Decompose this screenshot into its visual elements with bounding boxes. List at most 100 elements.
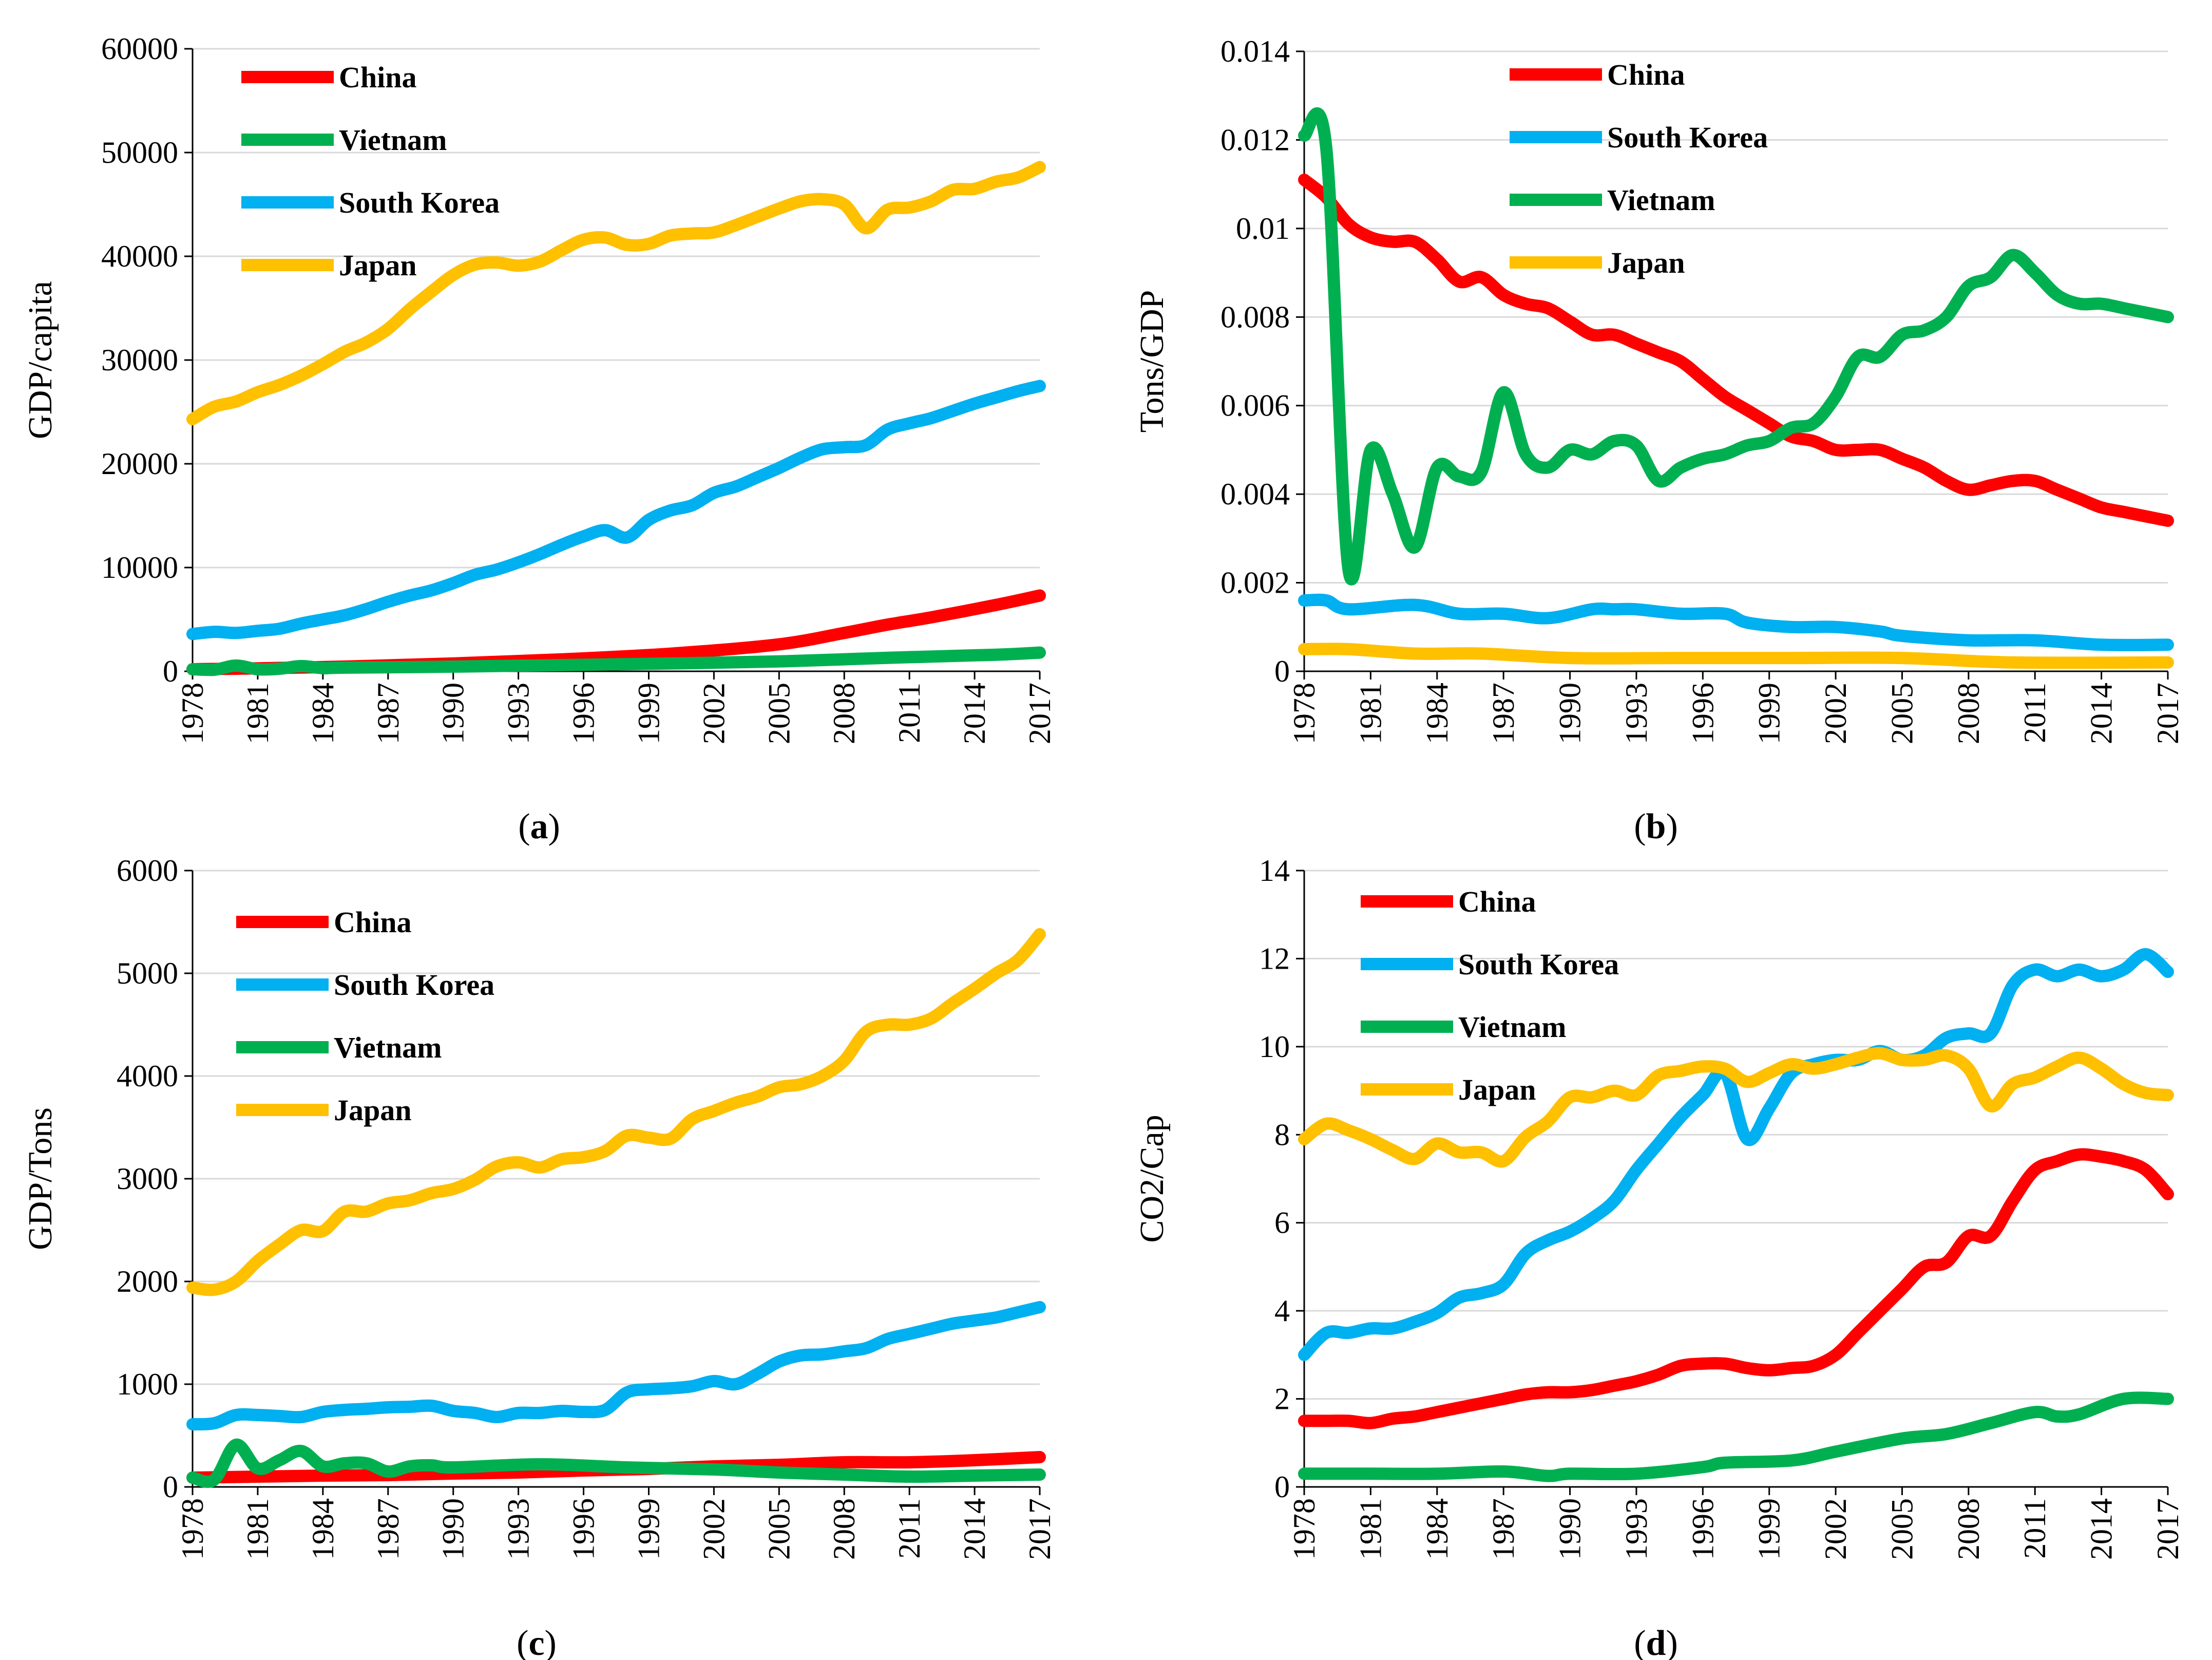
panel-caption: (a) [518,807,560,846]
x-tick-label: 2005 [1885,1498,1919,1560]
series-line-japan [1298,1047,2174,1168]
series-line-japan [1298,643,2174,669]
caption-paren-close: ) [1666,1624,1677,1660]
y-tick-label: 6000 [117,854,178,888]
series-line-vietnam [186,646,1046,676]
x-tick-label: 2011 [2018,683,2052,743]
series-line-china [1298,1148,2174,1429]
x-tick-label: 1981 [1353,683,1387,744]
legend-label: Japan [1458,1073,1536,1106]
panel-caption: (d) [1634,1624,1678,1660]
caption-letter: c [528,1624,544,1660]
series-line-vietnam [186,1439,1046,1488]
y-tick-label: 0.002 [1221,566,1290,600]
series-line-japan [186,161,1046,426]
x-tick-label: 1996 [1686,683,1720,744]
x-tick-label: 1978 [176,683,209,744]
legend-label: China [1607,58,1685,91]
x-tick-label: 2002 [1819,1498,1853,1560]
legend-label: Vietnam [339,123,447,157]
caption-paren-open: ( [1634,807,1646,846]
y-tick-label: 40000 [101,239,178,273]
x-tick-label: 2014 [2085,683,2119,744]
x-tick-label: 1981 [241,683,275,744]
y-tick-label: 14 [1259,854,1290,888]
x-tick-label: 2008 [1952,683,1986,744]
y-tick-label: 8 [1274,1118,1290,1152]
x-tick-label: 1987 [1486,683,1520,744]
y-tick-label: 1000 [117,1367,178,1401]
x-tick-label: 2014 [2085,1498,2119,1560]
caption-letter: a [530,807,548,846]
x-tick-label: 1996 [1686,1498,1720,1560]
x-tick-label: 2011 [2018,1498,2052,1559]
x-tick-label: 2011 [892,683,926,743]
x-tick-label: 1981 [1353,1498,1387,1560]
legend-label: China [334,906,412,939]
caption-paren-close: ) [548,807,560,846]
y-tick-label: 50000 [101,136,178,169]
x-tick-label: 1999 [1752,683,1786,744]
panel-caption: (b) [1634,807,1678,846]
x-tick-label: 2014 [958,1498,991,1560]
x-tick-label: 1984 [1420,683,1454,744]
series-line-south-korea [186,1301,1046,1431]
chart-panel-a: 0 10000 20000 30000 40000 50000 60000 1978 1981 1… [22,32,1057,846]
chart-panel-c: 0 1000 2000 3000 4000 5000 6000 1978 1981 1984 198… [22,854,1057,1660]
chart-panel-d: 0 2 4 6 8 10 12 14 1978 1981 1984 1987 1990 1993 1996 1… [1133,854,2185,1660]
x-tick-label: 1987 [371,1498,405,1560]
x-tick-label: 2005 [762,683,796,744]
series-line-south-korea [186,380,1046,640]
x-tick-label: 1987 [371,683,405,744]
x-tick-label: 1996 [567,683,601,744]
x-tick-label: 1984 [306,683,340,744]
y-tick-label: 0 [163,1470,178,1504]
y-tick-label: 0.004 [1221,477,1290,511]
legend-label: South Korea [334,968,494,1002]
x-tick-label: 1987 [1486,1498,1520,1560]
x-tick-label: 1993 [1619,683,1653,744]
y-axis-label: CO2/Cap [1133,1115,1171,1242]
legend-label: Japan [334,1093,412,1127]
y-tick-label: 10000 [101,551,178,584]
y-tick-label: 0 [163,654,178,688]
y-axis-label: GDP/Tons [22,1107,59,1250]
series-line-japan [186,928,1046,1296]
y-tick-label: 5000 [117,956,178,990]
x-tick-label: 2008 [827,683,861,744]
y-axis-label: Tons/GDP [1133,290,1171,433]
legend-label: Japan [339,249,417,282]
x-tick-label: 1993 [1619,1498,1653,1560]
x-tick-label: 1990 [436,1498,470,1560]
caption-letter: b [1646,807,1666,846]
caption-letter: d [1646,1624,1666,1660]
y-tick-label: 0.014 [1221,34,1290,68]
legend-label: South Korea [1458,948,1619,981]
x-tick-label: 1990 [1553,683,1587,744]
x-tick-label: 1990 [436,683,470,744]
x-tick-label: 1990 [1553,1498,1587,1560]
x-tick-label: 1999 [632,683,666,744]
x-tick-label: 2008 [1952,1498,1986,1560]
x-tick-label: 2002 [697,683,731,744]
series-line-vietnam [1298,107,2174,586]
x-tick-label: 2011 [892,1498,926,1559]
y-tick-label: 60000 [101,32,178,66]
caption-paren-close: ) [545,1624,557,1660]
y-tick-label: 10 [1259,1030,1290,1064]
y-tick-label: 6 [1274,1206,1290,1240]
y-tick-label: 2 [1274,1382,1290,1416]
y-axis-label: GDP/capita [22,281,59,439]
caption-paren-open: ( [518,807,530,846]
x-tick-label: 2008 [827,1498,861,1560]
x-tick-label: 2017 [2151,1498,2185,1560]
x-tick-label: 1981 [241,1498,275,1560]
x-tick-label: 1978 [1287,683,1321,744]
caption-paren-close: ) [1666,807,1677,846]
x-tick-label: 1984 [306,1498,340,1560]
x-tick-label: 1996 [567,1498,601,1560]
legend-label: South Korea [339,186,500,219]
y-tick-label: 0.008 [1221,300,1290,334]
y-tick-label: 20000 [101,447,178,481]
